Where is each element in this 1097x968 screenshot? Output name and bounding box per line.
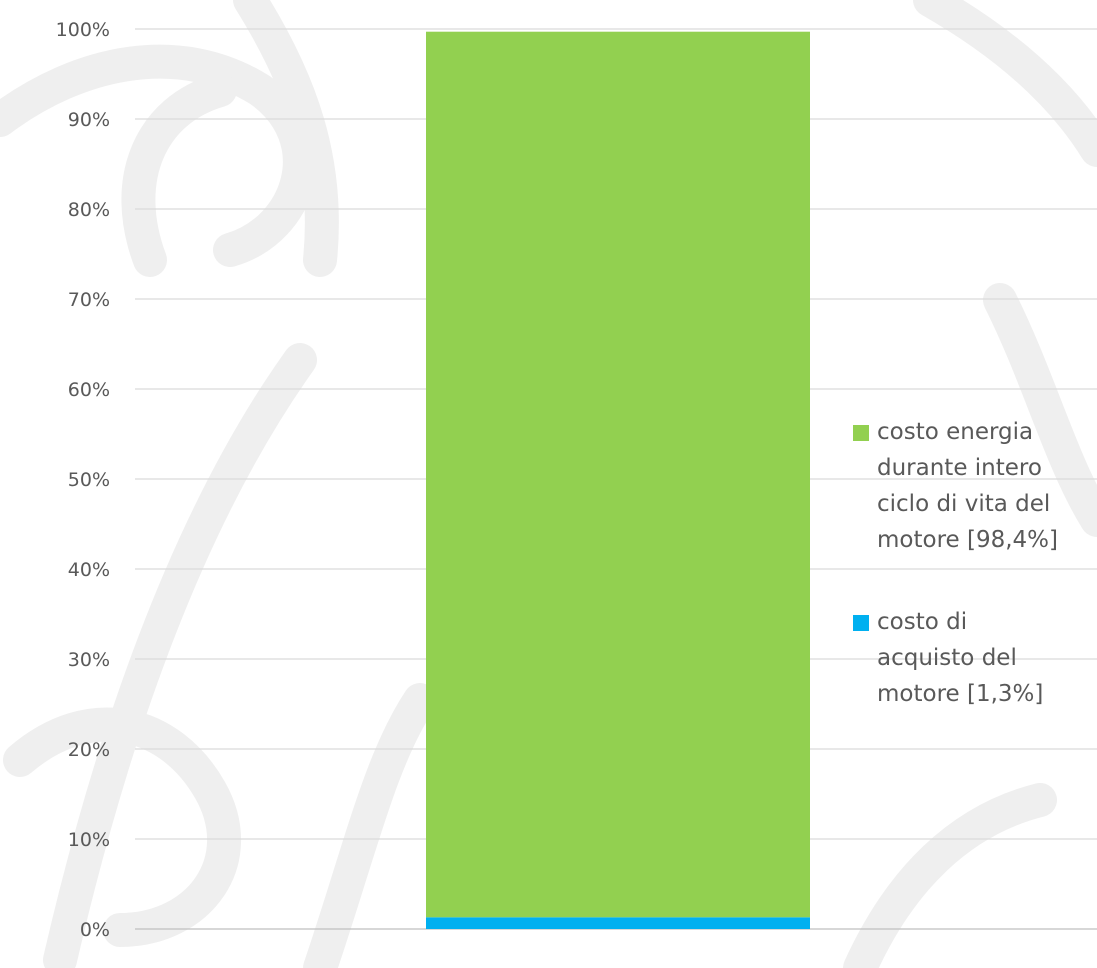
- bar-segment-1: [426, 31, 810, 918]
- y-tick-label: 10%: [68, 829, 110, 851]
- watermark-stroke-1: [0, 44, 317, 267]
- legend: costo energia durante intero ciclo di vita…: [853, 419, 1058, 707]
- legend-label-line: durante intero: [877, 455, 1042, 481]
- watermark-stroke-6: [913, 0, 1097, 167]
- y-tick-label: 100%: [56, 19, 110, 41]
- legend-label-line: costo di: [877, 609, 967, 635]
- y-tick-label: 70%: [68, 289, 110, 311]
- legend-label-line: costo energia: [877, 419, 1033, 445]
- bar-segments: [426, 31, 810, 929]
- watermark-stroke-5: [121, 73, 237, 277]
- bar-segment-0: [426, 917, 810, 929]
- y-tick-label: 80%: [68, 199, 110, 221]
- legend-label-line: motore [1,3%]: [877, 681, 1043, 707]
- y-tick-label: 0%: [80, 919, 110, 941]
- legend-label-line: acquisto del: [877, 645, 1017, 671]
- y-tick-label: 60%: [68, 379, 110, 401]
- watermark-stroke-3: [3, 707, 242, 947]
- watermark-stroke-0: [43, 343, 317, 968]
- y-tick-label: 90%: [68, 109, 110, 131]
- watermark-stroke-7: [843, 783, 1057, 968]
- y-tick-label: 50%: [68, 469, 110, 491]
- legend-entry-1: costo di acquisto del motore [1,3%]: [853, 609, 1043, 707]
- legend-swatch: [853, 425, 869, 441]
- watermark-stroke-2: [233, 0, 339, 277]
- watermark-stroke-8: [983, 283, 1097, 537]
- y-axis-tick-labels: 0% 10% 20% 30% 40% 50% 60% 70% 80% 90% 100%: [56, 19, 110, 941]
- legend-swatch: [853, 615, 869, 631]
- legend-label-line: motore [98,4%]: [877, 527, 1058, 553]
- y-tick-label: 20%: [68, 739, 110, 761]
- y-tick-label: 40%: [68, 559, 110, 581]
- y-tick-label: 30%: [68, 649, 110, 671]
- legend-entry-0: costo energia durante intero ciclo di vita…: [853, 419, 1058, 553]
- watermark-stroke-4: [303, 683, 437, 968]
- legend-label-line: ciclo di vita del: [877, 491, 1050, 517]
